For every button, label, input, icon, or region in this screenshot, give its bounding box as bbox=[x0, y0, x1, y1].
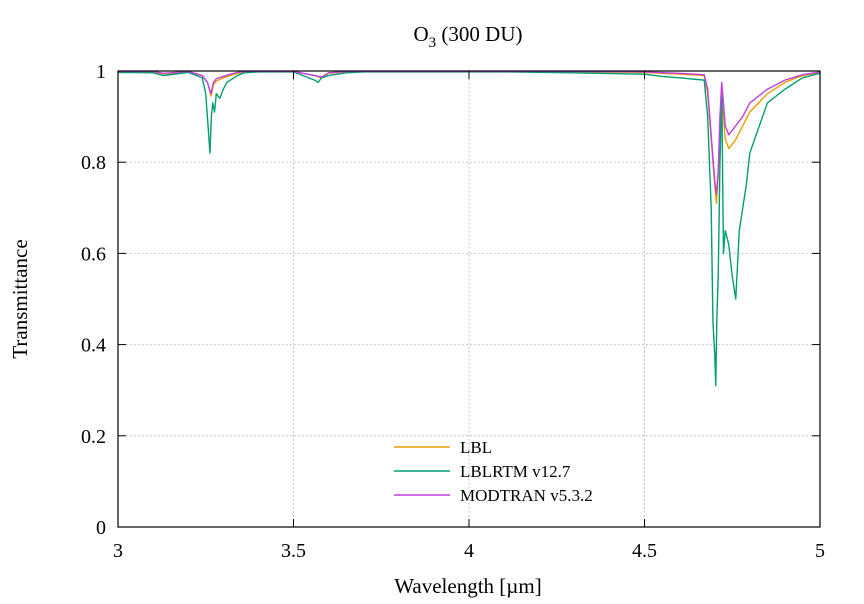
chart-title-rest: (300 DU) bbox=[436, 22, 522, 46]
legend-entry-3: MODTRAN v5.3.2 bbox=[460, 486, 593, 505]
x-tick-label: 5 bbox=[815, 540, 825, 562]
legend-entry-2: LBLRTM v12.7 bbox=[460, 462, 571, 481]
legend: LBL LBLRTM v12.7 MODTRAN v5.3.2 bbox=[394, 438, 593, 505]
x-tick-label: 3 bbox=[113, 540, 123, 562]
y-tick-label: 0.6 bbox=[81, 243, 106, 265]
y-tick-label: 0 bbox=[96, 517, 106, 539]
legend-entry-1: LBL bbox=[460, 438, 492, 457]
y-axis-ticks: 0 0.2 0.4 0.6 0.8 1 bbox=[81, 61, 820, 539]
x-tick-label: 4.5 bbox=[632, 540, 657, 562]
x-axis-ticks: 3 3.5 4 4.5 5 bbox=[113, 71, 825, 562]
series-layer bbox=[118, 71, 820, 387]
x-tick-label: 4 bbox=[464, 540, 474, 562]
y-axis-label: Transmittance bbox=[8, 239, 32, 358]
series-line-2 bbox=[118, 71, 820, 387]
y-tick-label: 1 bbox=[96, 61, 106, 83]
chart-title: O3 (300 DU) bbox=[414, 22, 523, 51]
x-tick-label: 3.5 bbox=[281, 540, 306, 562]
y-tick-label: 0.4 bbox=[81, 335, 106, 357]
chart-title-subscript: 3 bbox=[429, 35, 437, 51]
grid-lines bbox=[118, 71, 820, 527]
x-axis-label: Wavelength [µm] bbox=[394, 574, 541, 598]
chart-title-main: O bbox=[414, 22, 429, 46]
y-tick-label: 0.8 bbox=[81, 152, 106, 174]
y-tick-label: 0.2 bbox=[81, 426, 106, 448]
